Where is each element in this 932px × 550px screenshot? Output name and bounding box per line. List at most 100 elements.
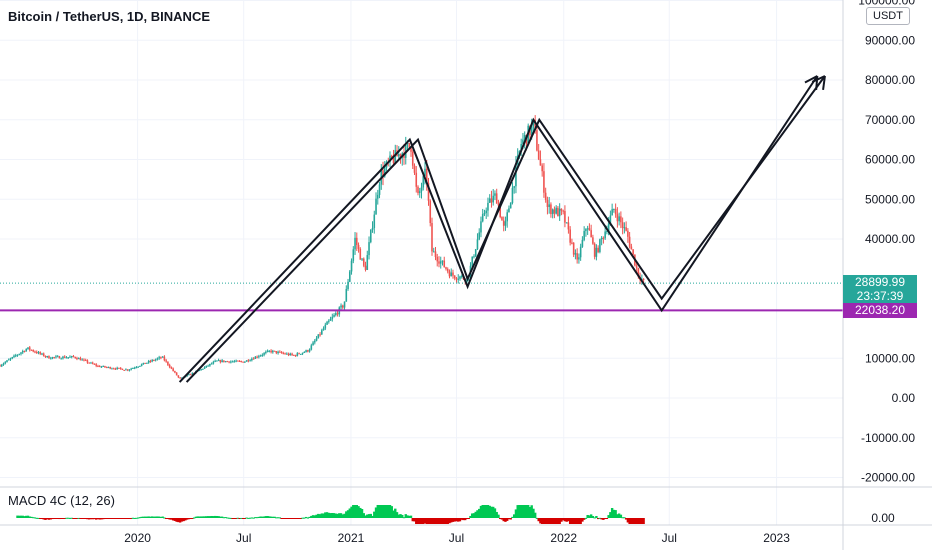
candle-body (408, 143, 411, 148)
macd-bar (476, 510, 479, 518)
candle-body (294, 355, 297, 357)
candle-body (417, 186, 419, 194)
macd-bar (262, 516, 266, 518)
macd-bar (219, 516, 222, 518)
macd-bar (371, 515, 374, 518)
candle-body (606, 231, 608, 233)
macd-bar (378, 505, 381, 518)
candle-body (628, 236, 631, 247)
x-tick-label: Jul (236, 531, 251, 545)
candle-body (273, 350, 276, 352)
macd-bar (352, 505, 355, 518)
macd-bar (89, 518, 93, 520)
candle-body (291, 353, 293, 355)
macd-bar (525, 505, 528, 518)
candle-body (599, 239, 601, 252)
macd-bar (259, 516, 262, 518)
candle-body (404, 143, 407, 158)
candle-body (289, 353, 292, 356)
macd-bar (446, 518, 449, 524)
candle-body (205, 365, 208, 368)
candle-body (473, 256, 475, 258)
macd-bar (147, 516, 150, 518)
macd-bar (530, 505, 533, 518)
currency-unit-button[interactable]: USDT (866, 7, 910, 25)
candle-body (345, 288, 348, 302)
macd-bar (619, 514, 623, 518)
candle-body (390, 155, 393, 158)
candle-body (245, 360, 248, 362)
macd-bar (568, 518, 572, 524)
arrow-head (822, 75, 826, 91)
candle-body (25, 349, 28, 352)
candle-body (340, 305, 342, 308)
candle-body (357, 244, 360, 249)
macd-bar (560, 518, 563, 522)
macd-bar (511, 516, 514, 518)
macd-bar (589, 514, 593, 518)
macd-bar (631, 518, 635, 524)
macd-bar (542, 518, 546, 524)
x-tick-label: 2020 (124, 531, 151, 545)
macd-bar (164, 518, 168, 519)
y-tick-label: 10000.00 (865, 351, 915, 365)
candle-body (188, 374, 190, 376)
macd-bar (392, 510, 395, 518)
candle-body (0, 365, 1, 367)
candle-body (544, 192, 547, 200)
candle-body (14, 355, 17, 357)
candle-body (546, 199, 549, 208)
candle-body (69, 356, 71, 358)
macd-bar (416, 518, 420, 524)
macd-bar (54, 518, 58, 519)
candle-body (341, 305, 344, 308)
macd-bar (287, 518, 290, 519)
candle-body (600, 237, 603, 240)
macd-bar (122, 518, 126, 519)
macd-bar (572, 518, 575, 524)
macd-bar (423, 518, 427, 524)
macd-bar (500, 518, 504, 520)
candle-body (230, 361, 232, 363)
candle-body (537, 150, 540, 160)
macd-bar (567, 518, 570, 522)
candle-body (441, 260, 444, 262)
candle-body (592, 237, 594, 244)
macd-bar (119, 518, 122, 519)
candle-body (203, 367, 206, 369)
macd-bar (504, 518, 507, 522)
candle-body (459, 276, 461, 279)
macd-bar (320, 513, 324, 518)
macd-bar (154, 516, 157, 518)
macd-bar (362, 513, 365, 518)
macd-bar (404, 514, 407, 518)
candle-body (397, 154, 400, 157)
macd-bar (453, 518, 456, 522)
macd-bar (268, 516, 271, 518)
y-tick-label: -20000.00 (861, 471, 915, 485)
macd-bar (33, 517, 37, 519)
candle-body (67, 357, 70, 359)
macd-bar (427, 518, 430, 524)
candle-body (350, 260, 353, 272)
candle-body (102, 365, 104, 367)
macd-bar (526, 505, 530, 518)
macd-bar (591, 516, 595, 518)
candle-body (207, 365, 209, 367)
candle-body (42, 353, 45, 357)
macd-bar (509, 518, 512, 520)
candle-body (429, 200, 432, 224)
chart-grid (0, 0, 843, 525)
macd-bar (121, 518, 124, 519)
candle-body (578, 257, 580, 260)
macd-bar (638, 518, 642, 524)
macd-bar (93, 518, 96, 520)
candle-body (616, 214, 619, 222)
macd-bar (35, 517, 38, 519)
macd-bar (40, 518, 44, 519)
candle-body (571, 242, 573, 244)
macd-bar (231, 518, 234, 519)
macd-indicator-label[interactable]: MACD 4C (12, 26) (8, 493, 115, 508)
candle-body (555, 207, 557, 214)
